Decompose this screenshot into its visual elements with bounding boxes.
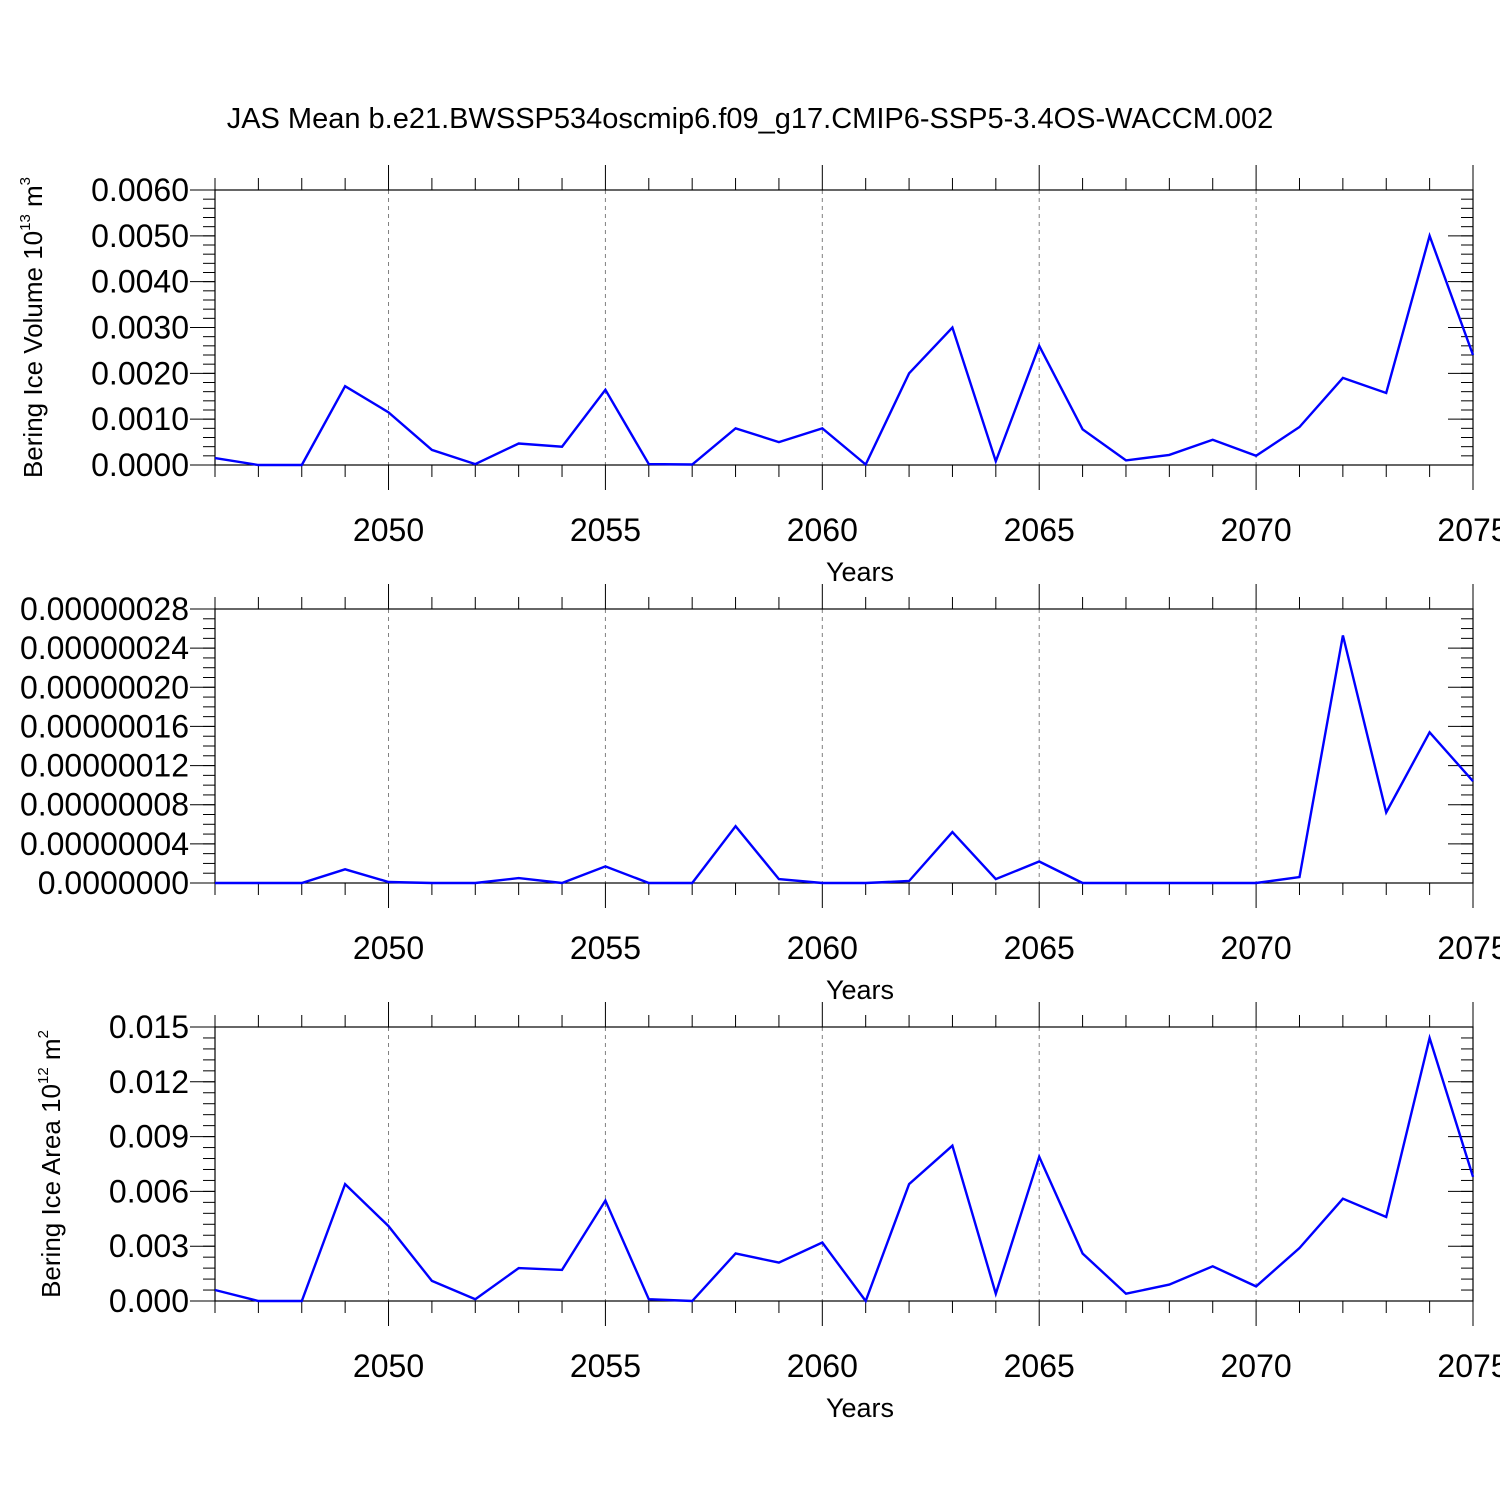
x-axis-label: Years [826, 557, 894, 587]
plot-area: 0.000 0.003 0.006 0.009 0.012 0.015 2050 2055 20… [35, 1002, 1500, 1423]
y-tick-label: 0.0000 [91, 447, 189, 483]
y-tick-label: 0.003 [109, 1228, 189, 1264]
x-tick-label: 2060 [787, 512, 858, 548]
y-tick-label: 0.0040 [91, 264, 189, 300]
y-axis-label-text: Bering Ice Area 10 [36, 1084, 66, 1298]
plot-volume: 0.0000 0.0010 0.0020 0.0030 0.0040 0.0050 0.00… [17, 165, 1500, 587]
y-tick-label: 0.015 [109, 1009, 189, 1045]
y-tick-label: 0.0000000 [38, 865, 189, 901]
plot-frame [214, 189, 1474, 466]
y-tick-label: 0.009 [109, 1119, 189, 1155]
y-tick-label: 0.00000012 [20, 748, 189, 784]
y-axis-label-unit-exponent: 3 [17, 177, 34, 185]
x-tick-label: 2050 [353, 1348, 424, 1384]
y-axis-label-text: Bering Ice Volume 10 [18, 231, 48, 478]
x-tick-label: 2075 [1437, 930, 1500, 966]
series-line [214, 231, 1475, 467]
y-tick-label: 0.00000004 [20, 826, 189, 862]
y-axis-label-unit: m [18, 185, 48, 214]
x-tick-label: 2050 [353, 930, 424, 966]
x-tick-label: 2050 [353, 512, 424, 548]
y-axis-label-exponent: 12 [35, 1067, 52, 1084]
x-axis-label: Years [826, 975, 894, 1005]
y-tick-label: 0.00000008 [20, 787, 189, 823]
y-axis-label-exponent: 13 [17, 214, 34, 231]
y-tick-label: 0.0020 [91, 355, 189, 391]
x-tick-label: 2065 [1004, 512, 1075, 548]
x-tick-label: 2065 [1004, 930, 1075, 966]
x-tick-label: 2055 [570, 1348, 641, 1384]
y-tick-label: 0.000 [109, 1283, 189, 1319]
y-tick-label: 0.00000028 [20, 591, 189, 627]
x-tick-label: 2055 [570, 512, 641, 548]
y-tick-label: 0.0030 [91, 310, 189, 346]
x-tick-label: 2070 [1221, 930, 1292, 966]
y-axis-label: Bering Ice Volume 1013 m3 [17, 177, 48, 478]
x-tick-label: 2070 [1221, 1348, 1292, 1384]
series-line [214, 1033, 1475, 1304]
y-axis-label-unit-exponent: 2 [35, 1030, 52, 1038]
x-tick-label: 2055 [570, 930, 641, 966]
figure-title: JAS Mean b.e21.BWSSP534oscmip6.f09_g17.C… [227, 103, 1274, 135]
y-tick-label: 0.012 [109, 1064, 189, 1100]
x-tick-label: 2060 [787, 1348, 858, 1384]
x-axis-label: Years [826, 1393, 894, 1423]
series-line [215, 635, 1474, 885]
x-tick-label: 2075 [1437, 1348, 1500, 1384]
x-tick-label: 2070 [1221, 512, 1292, 548]
y-axis-label-unit: m [36, 1038, 66, 1067]
x-tick-label: 2060 [787, 930, 858, 966]
x-tick-label: 2065 [1004, 1348, 1075, 1384]
y-axis-label: Bering Ice Area 1012 m2 [35, 1030, 66, 1298]
y-tick-label: 0.0060 [91, 172, 189, 208]
plot-frame [214, 1026, 1474, 1302]
y-tick-label: 0.006 [109, 1173, 189, 1209]
plots: 0.0000 0.0010 0.0020 0.0030 0.0040 0.0050 0.00… [17, 165, 1500, 1423]
x-tick-label: 2075 [1437, 512, 1500, 548]
y-tick-label: 0.0050 [91, 218, 189, 254]
y-tick-label: 0.00000020 [20, 669, 189, 705]
y-tick-label: 0.00000016 [20, 708, 189, 744]
y-tick-label: 0.00000024 [20, 630, 189, 666]
y-tick-label: 0.0010 [91, 401, 189, 437]
